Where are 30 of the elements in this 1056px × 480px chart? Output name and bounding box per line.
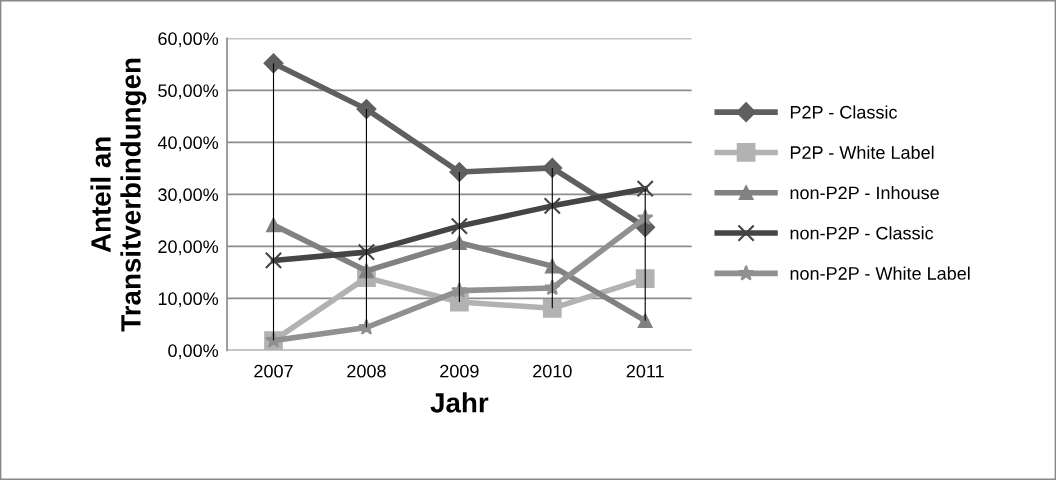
point bbox=[636, 180, 654, 198]
x-tick-label: 2007 bbox=[254, 364, 293, 378]
y-tick-label: 20,00% bbox=[158, 240, 219, 256]
point bbox=[357, 243, 376, 261]
y-tick-label: 40,00% bbox=[157, 136, 219, 152]
point bbox=[542, 158, 563, 178]
point bbox=[449, 162, 470, 182]
legend-label: non-P2P - Inhouse bbox=[790, 185, 939, 200]
point bbox=[542, 298, 562, 318]
x-tick-label: 2011 bbox=[626, 364, 664, 378]
y-tick-label: 10,00% bbox=[158, 292, 219, 308]
x-tick-label: 2010 bbox=[533, 364, 572, 378]
legend-label: non-P2P - Classic bbox=[790, 226, 934, 240]
x-tick-label: 2008 bbox=[347, 364, 386, 378]
point bbox=[356, 99, 377, 119]
point bbox=[635, 269, 655, 289]
point bbox=[543, 197, 561, 215]
x-axis-title: Jahr bbox=[430, 392, 489, 413]
point bbox=[264, 251, 283, 270]
x-tick-label: 2009 bbox=[440, 364, 479, 378]
y-tick-label: 0,00% bbox=[168, 344, 219, 360]
legend-label: non-P2P - White Label bbox=[790, 266, 970, 280]
y-tick-label: 50,00% bbox=[158, 84, 219, 100]
y-tick-label: 60,00% bbox=[158, 32, 219, 48]
y-axis-title: Anteil an Transitverbindungen bbox=[90, 58, 147, 332]
point bbox=[450, 217, 469, 235]
legend-label: P2P - Classic bbox=[790, 105, 898, 119]
legend-label: P2P - White Label bbox=[790, 145, 934, 159]
y-tick-label: 30,00% bbox=[158, 188, 219, 204]
point bbox=[637, 313, 653, 329]
